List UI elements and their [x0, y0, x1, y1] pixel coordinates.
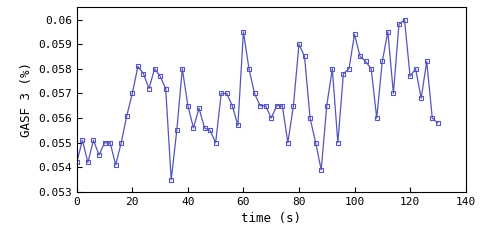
- Y-axis label: GASF 3 (%): GASF 3 (%): [20, 62, 33, 137]
- X-axis label: time (s): time (s): [241, 212, 301, 225]
